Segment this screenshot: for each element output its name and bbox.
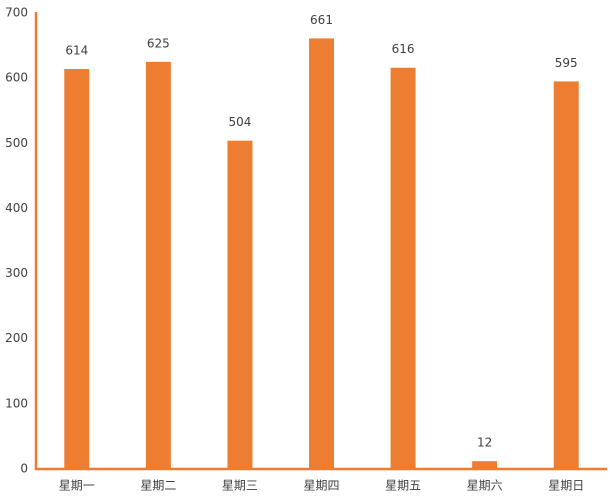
- data-label: 595: [555, 56, 578, 70]
- y-tick-label: 700: [5, 6, 28, 20]
- bar: [309, 38, 334, 470]
- data-label: 625: [147, 36, 170, 50]
- bar: [145, 61, 171, 469]
- x-tick-label: 星期六: [467, 479, 503, 493]
- x-tick-label: 星期四: [303, 479, 339, 493]
- y-tick-label: 100: [5, 396, 28, 410]
- bar: [390, 67, 416, 469]
- y-tick-label: 0: [20, 462, 28, 476]
- data-label: 12: [477, 436, 492, 450]
- x-tick-label: 星期二: [140, 479, 176, 493]
- y-tick-label: 200: [5, 331, 28, 345]
- bar: [64, 69, 90, 469]
- y-tick-label: 600: [5, 71, 28, 85]
- y-tick-label: 500: [5, 136, 28, 150]
- y-tick-label: 300: [5, 266, 28, 280]
- x-tick-label: 星期五: [385, 479, 421, 493]
- x-tick-label: 星期日: [548, 479, 584, 493]
- bar: [227, 140, 253, 469]
- bar: [472, 461, 498, 469]
- x-tick-label: 星期一: [59, 479, 95, 493]
- data-label: 661: [310, 13, 333, 27]
- data-label: 614: [65, 44, 88, 58]
- y-tick-label: 400: [5, 201, 28, 215]
- data-label: 504: [228, 115, 251, 129]
- bar: [553, 81, 579, 470]
- data-label: 616: [392, 42, 415, 56]
- x-tick-label: 星期三: [222, 479, 258, 493]
